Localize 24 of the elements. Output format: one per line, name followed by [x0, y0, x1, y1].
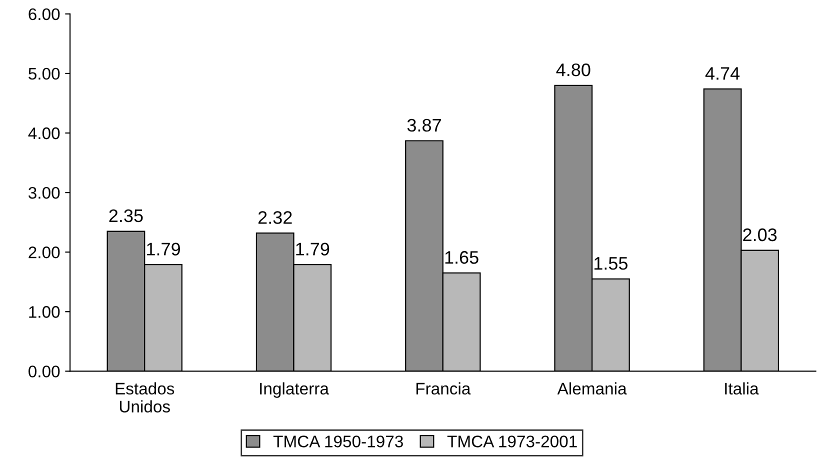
y-tick-label: 6.00: [28, 8, 60, 20]
legend-label: TMCA 1950-1973: [273, 436, 403, 448]
data-label: 2.03: [743, 228, 777, 242]
x-tick-label: Francia: [416, 382, 471, 395]
data-label: 3.87: [407, 118, 441, 132]
x-tick-label: Inglaterra: [260, 382, 329, 398]
data-label: 1.79: [147, 242, 180, 256]
y-tick-label: 5.00: [28, 68, 60, 80]
y-tick-label: 3.00: [28, 186, 60, 199]
data-label: 1.65: [445, 251, 478, 264]
data-label: 1.55: [594, 257, 628, 270]
y-tick-label: 0.00: [28, 366, 60, 378]
data-label: 4.74: [705, 67, 740, 80]
x-tick-label: Alemania: [557, 382, 627, 395]
y-tick-label: 2.00: [28, 246, 60, 258]
legend-label: TMCA 1973-2001: [447, 436, 577, 448]
x-tick-label: Estados Unidos: [116, 382, 174, 413]
data-label: 1.79: [296, 242, 330, 256]
y-tick-label: 4.00: [28, 127, 60, 140]
data-label: 2.32: [258, 211, 292, 224]
x-tick-label: Italia: [725, 382, 759, 395]
y-tick-label: 1.00: [29, 306, 60, 318]
data-label: 2.35: [109, 209, 143, 222]
data-label: 4.80: [556, 63, 590, 76]
